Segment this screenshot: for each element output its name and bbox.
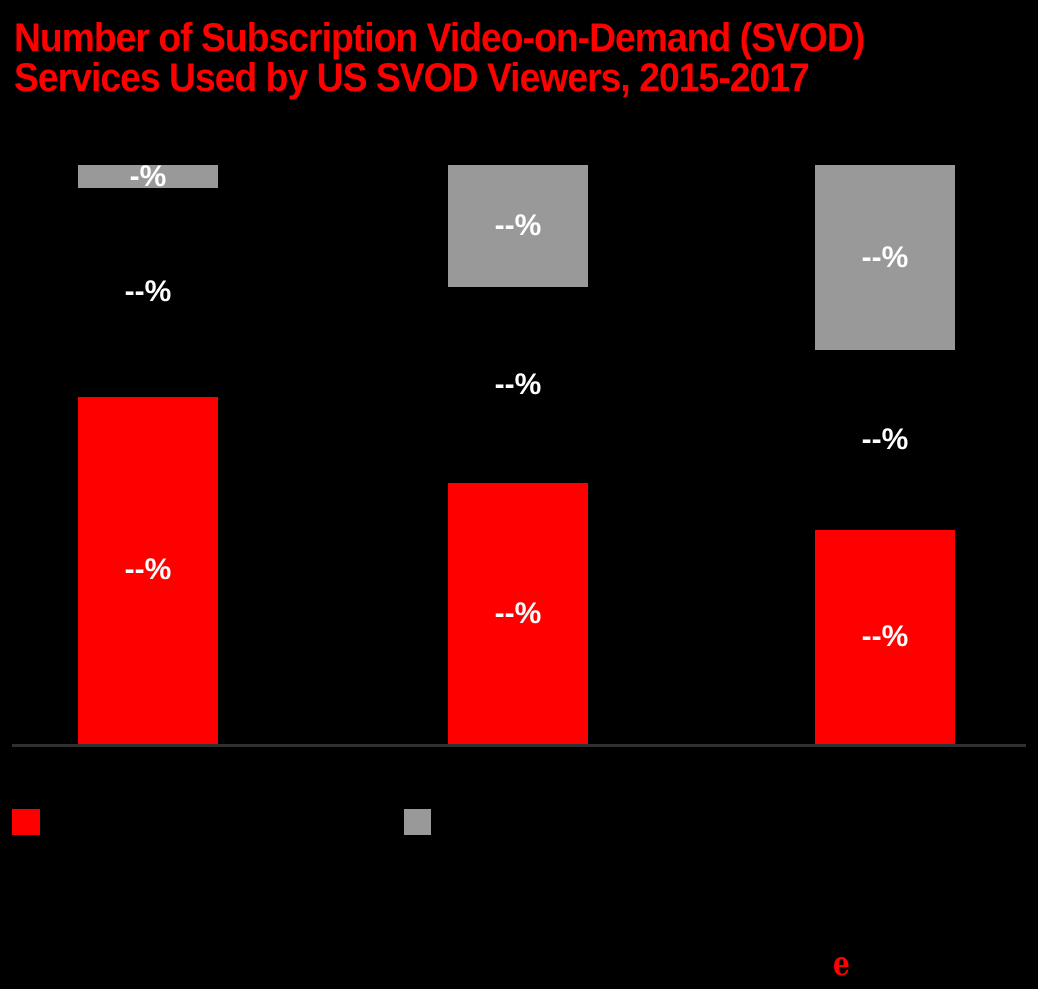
bar-2016-gray-segment: --%	[448, 165, 588, 287]
bar-2017-gray-segment: --%	[815, 165, 955, 351]
bar-label-2015-gray-segment: -%	[129, 159, 167, 193]
bar-label-2015-black-segment: --%	[124, 275, 172, 309]
bar-2016-black-segment: --%	[448, 286, 588, 484]
bar-2015-red-segment: --%	[78, 396, 218, 744]
bar-label-2017-gray-segment: --%	[861, 240, 909, 274]
emarketer-logo-e: e	[833, 944, 850, 984]
legend-swatch-red	[12, 809, 40, 835]
bar-label-2017-red-segment: --%	[861, 619, 909, 653]
bar-2016-red-segment: --%	[448, 483, 588, 744]
x-axis-line	[12, 744, 1026, 747]
legend-swatch-gray	[404, 809, 431, 835]
bar-label-2017-black-segment: --%	[861, 423, 909, 457]
bar-label-2016-red-segment: --%	[494, 596, 542, 630]
bar-label-2016-black-segment: --%	[494, 368, 542, 402]
bar-2015-gray-segment: -%	[78, 159, 218, 193]
bar-2017-red-segment: --%	[815, 529, 955, 744]
chart-title: Number of Subscription Video-on-Demand (…	[14, 16, 865, 100]
bar-label-2015-red-segment: --%	[124, 553, 172, 587]
bar-2015-black-segment: --%	[78, 188, 218, 397]
bar-label-2016-gray-segment: --%	[494, 208, 542, 242]
bar-2017-black-segment: --%	[815, 350, 955, 530]
